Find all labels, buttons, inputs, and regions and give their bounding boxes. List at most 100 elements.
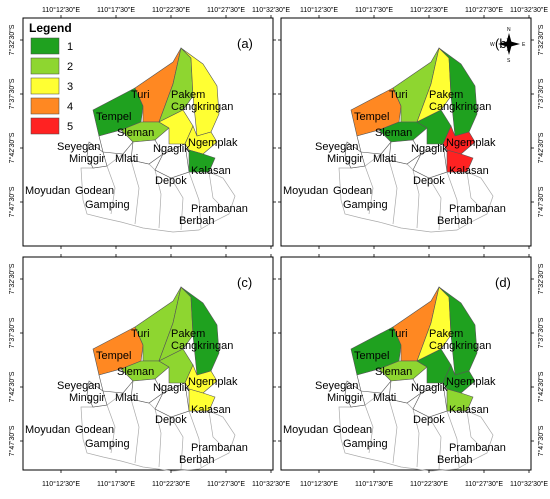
label-turi: Turi xyxy=(131,328,150,340)
label-ngaglik: Ngaglik xyxy=(411,143,448,155)
map-panel-c: Turi PakemCangkringanTempelSlemanSeyeganM… xyxy=(20,254,276,473)
right-tick-label: 7°37'30"S xyxy=(537,78,545,109)
label-moyudan: Moyudan xyxy=(283,185,328,197)
left-tick-label: 7°42'30"S xyxy=(8,371,16,402)
label-godean: Godean xyxy=(75,424,114,436)
label-minggir: Minggir xyxy=(69,392,105,404)
compass-e: E xyxy=(522,42,526,48)
right-tick-label: 7°47'30"S xyxy=(537,425,545,456)
label-mlati: Mlati xyxy=(115,153,138,165)
legend-item-label: 2 xyxy=(67,61,73,73)
compass-needle xyxy=(498,41,520,47)
label-sleman: Sleman xyxy=(117,127,154,139)
label-ngaglik: Ngaglik xyxy=(153,143,190,155)
legend-swatch xyxy=(30,57,60,75)
map-panel-a: Turi PakemCangkringanTempelSlemanSeyeganM… xyxy=(20,15,276,249)
label-godean: Godean xyxy=(333,185,372,197)
label-gamping: Gamping xyxy=(343,438,388,450)
region-depok xyxy=(412,382,448,418)
label-turi: Turi xyxy=(131,89,150,101)
region-ngemplak xyxy=(184,364,218,394)
label-mlati: Mlati xyxy=(373,392,396,404)
label-seyegan: Seyegan xyxy=(315,141,358,153)
panel-label: (d) xyxy=(495,275,511,290)
label-prambanan: Prambanan xyxy=(449,203,506,215)
label-sleman: Sleman xyxy=(375,366,412,378)
top-tick-label: 110°27'30"E xyxy=(465,6,503,14)
label-mlati: Mlati xyxy=(115,392,138,404)
label-gamping: Gamping xyxy=(85,199,130,211)
legend-item-label: 5 xyxy=(67,121,73,133)
label-tempel: Tempel xyxy=(96,111,131,123)
bottom-tick-label: 110°17'30"E xyxy=(355,480,393,488)
top-tick-label: 110°12'30"E xyxy=(300,6,338,14)
top-tick-label: 110°27'30"E xyxy=(207,6,245,14)
region-minggir xyxy=(344,380,366,408)
label-godean: Godean xyxy=(333,424,372,436)
label-cangkringan: Cangkringan xyxy=(171,101,233,113)
label-turi: Turi xyxy=(389,328,408,340)
label-sleman: Sleman xyxy=(117,366,154,378)
region-depok xyxy=(412,143,448,179)
bottom-tick-label: 110°22'30"E xyxy=(152,480,190,488)
region-seyegan xyxy=(98,129,134,155)
region-mlati xyxy=(388,378,422,404)
legend-swatch xyxy=(30,117,60,135)
region-kalasan xyxy=(188,388,216,412)
label-kalasan: Kalasan xyxy=(449,404,489,416)
bottom-tick-label: 110°12'30"E xyxy=(300,480,338,488)
label-godean: Godean xyxy=(75,185,114,197)
region-ngemplak xyxy=(442,125,476,155)
legend-swatch xyxy=(30,37,60,55)
label-kalasan: Kalasan xyxy=(191,165,231,177)
label-tempel: Tempel xyxy=(96,350,131,362)
label-ngaglik: Ngaglik xyxy=(153,382,190,394)
region-depok xyxy=(154,143,190,179)
panel-label: (c) xyxy=(237,275,252,290)
label-berbah: Berbah xyxy=(179,215,214,227)
label-gamping: Gamping xyxy=(343,199,388,211)
label-turi: Turi xyxy=(389,89,408,101)
region-minggir xyxy=(86,141,108,169)
label-pakem: Pakem xyxy=(429,328,463,340)
south-district-outline xyxy=(80,392,236,472)
region-mlati xyxy=(388,139,422,165)
right-tick-label: 7°32'30"S xyxy=(537,24,545,55)
label-cangkringan: Cangkringan xyxy=(429,340,491,352)
bottom-tick-label: 110°12'30"E xyxy=(42,480,80,488)
ticks-layer: 110°12'30"E 110°17'30"E 110°22'30"E 110°27'… xyxy=(8,6,548,488)
right-tick-label: 7°42'30"S xyxy=(537,371,545,402)
legend-swatch xyxy=(30,77,60,95)
label-moyudan: Moyudan xyxy=(283,424,328,436)
inner-boundaries xyxy=(106,159,224,231)
label-depok: Depok xyxy=(155,414,187,426)
label-prambanan: Prambanan xyxy=(449,442,506,454)
map-panel-d: Turi PakemCangkringanTempelSlemanSeyeganM… xyxy=(278,254,534,473)
region-mlati xyxy=(130,378,164,404)
label-moyudan: Moyudan xyxy=(25,185,70,197)
legend-swatch xyxy=(30,97,60,115)
region-mlati xyxy=(130,139,164,165)
label-pakem: Pakem xyxy=(171,328,205,340)
label-mlati: Mlati xyxy=(373,153,396,165)
label-cangkringan: Cangkringan xyxy=(429,101,491,113)
label-depok: Depok xyxy=(413,414,445,426)
left-tick-label: 7°32'30"S xyxy=(8,24,16,55)
region-seyegan xyxy=(98,368,134,394)
label-ngemplak: Ngemplak xyxy=(188,376,238,388)
label-depok: Depok xyxy=(413,175,445,187)
compass-s: S xyxy=(507,58,511,64)
compass-w: W xyxy=(490,42,495,48)
label-ngemplak: Ngemplak xyxy=(446,137,496,149)
legend-item-label: 4 xyxy=(67,101,73,113)
compass-n: N xyxy=(507,27,511,33)
label-seyegan: Seyegan xyxy=(57,380,100,392)
label-ngaglik: Ngaglik xyxy=(411,382,448,394)
label-moyudan: Moyudan xyxy=(25,424,70,436)
region-depok xyxy=(154,382,190,418)
top-tick-label: 110°22'30"E xyxy=(152,6,190,14)
region-seyegan xyxy=(356,129,392,155)
region-ngemplak xyxy=(184,125,218,155)
region-kalasan xyxy=(188,149,216,173)
